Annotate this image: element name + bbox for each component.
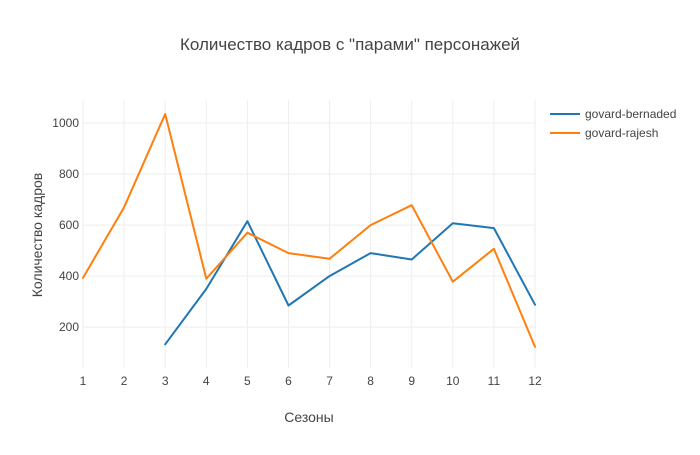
x-axis-ticks: 1 2 3 4 5 6 7 8 9 10 11 12 [80,374,542,388]
legend: govard-bernaded govard-rajesh [550,107,676,140]
x-tick-label: 6 [285,374,292,388]
legend-label: govard-rajesh [585,126,658,140]
chart-title: Количество кадров с "парами" персонажей [180,35,520,54]
x-tick-label: 12 [528,374,542,388]
x-tick-label: 8 [367,374,374,388]
x-tick-label: 5 [244,374,251,388]
x-tick-label: 3 [162,374,169,388]
x-tick-label: 11 [488,374,501,388]
x-tick-label: 9 [408,374,415,388]
x-tick-label: 10 [446,374,460,388]
y-tick-label: 200 [59,320,79,334]
y-axis-title: Количество кадров [29,173,45,297]
series-line-govard-rajesh [82,113,536,348]
x-tick-label: 1 [80,374,87,388]
y-tick-label: 800 [59,167,79,181]
y-tick-label: 400 [59,269,79,283]
y-tick-label: 1000 [52,116,79,130]
x-axis-title: Сезоны [284,409,333,425]
x-tick-label: 7 [326,374,333,388]
gridlines [82,100,536,368]
legend-label: govard-bernaded [585,107,676,121]
series-lines [82,113,536,348]
x-tick-label: 2 [121,374,128,388]
legend-item[interactable]: govard-bernaded [550,107,676,121]
y-tick-label: 600 [59,218,79,232]
x-tick-label: 4 [203,374,210,388]
y-axis-ticks: 200 400 600 800 1000 [52,116,79,334]
legend-item[interactable]: govard-rajesh [550,126,658,140]
series-line-govard-bernaded [164,220,536,346]
